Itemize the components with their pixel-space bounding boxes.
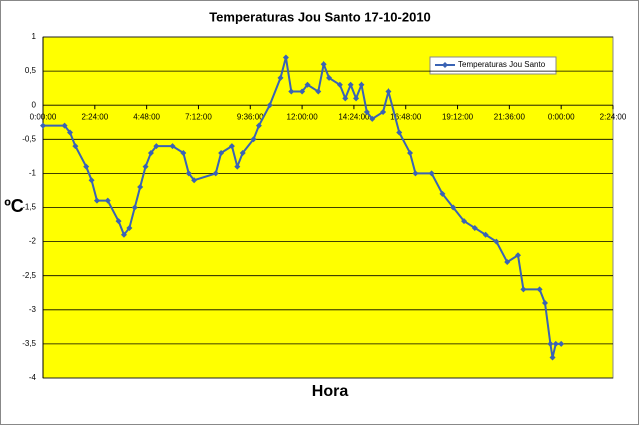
data-point — [120, 231, 127, 238]
x-tick-label: 2:24:00 — [600, 112, 627, 121]
x-tick-label: 14:24:00 — [338, 112, 370, 121]
y-tick-label: -4 — [29, 373, 37, 382]
data-point — [142, 163, 149, 170]
data-point — [547, 340, 554, 347]
data-point — [493, 238, 500, 245]
data-point — [304, 81, 311, 88]
data-point — [250, 136, 257, 143]
x-tick-label: 7:12:00 — [185, 112, 212, 121]
data-point — [115, 218, 122, 225]
y-tick-label: -1 — [29, 169, 37, 178]
data-point — [88, 177, 95, 184]
data-point — [504, 259, 511, 266]
data-point — [320, 61, 327, 68]
data-point — [277, 74, 284, 81]
data-point — [541, 299, 548, 306]
data-point — [185, 170, 192, 177]
data-point — [428, 170, 435, 177]
data-point — [137, 184, 144, 191]
y-tick-label: -2,5 — [22, 271, 36, 280]
data-point — [315, 88, 322, 95]
legend-marker — [442, 62, 448, 68]
data-point — [104, 197, 111, 204]
data-point — [380, 109, 387, 116]
data-point — [558, 340, 565, 347]
data-point — [407, 149, 414, 156]
data-point — [72, 143, 79, 150]
data-point — [266, 102, 273, 109]
data-point — [358, 81, 365, 88]
data-point — [255, 122, 262, 129]
data-point — [239, 149, 246, 156]
data-point — [515, 252, 521, 259]
data-point — [326, 74, 333, 81]
data-point — [450, 204, 457, 211]
y-tick-label: 1 — [32, 32, 37, 41]
data-point — [482, 231, 489, 238]
data-point — [228, 143, 235, 150]
data-point — [180, 149, 187, 156]
data-point — [83, 163, 90, 170]
data-point — [126, 224, 133, 231]
data-point — [549, 354, 556, 361]
data-point — [336, 81, 343, 88]
data-point — [191, 177, 198, 184]
data-point — [153, 143, 160, 150]
data-point — [385, 88, 392, 95]
data-point — [212, 170, 219, 177]
data-point — [471, 224, 478, 231]
data-point — [131, 204, 138, 211]
legend-label: Temperaturas Jou Santo — [458, 60, 546, 69]
y-tick-label: -1,5 — [22, 203, 36, 212]
data-point — [218, 149, 225, 156]
x-tick-label: 21:36:00 — [494, 112, 526, 121]
data-line — [43, 57, 562, 358]
data-point — [147, 149, 154, 156]
x-tick-label: 0:00:00 — [548, 112, 575, 121]
data-point — [536, 286, 543, 293]
data-point — [282, 54, 289, 61]
x-tick-label: 2:24:00 — [81, 112, 108, 121]
data-point — [363, 109, 370, 116]
x-tick-label: 9:36:00 — [237, 112, 264, 121]
x-tick-label: 19:12:00 — [442, 112, 474, 121]
data-point — [520, 286, 527, 293]
y-tick-label: -3,5 — [22, 339, 36, 348]
x-axis-label: Hora — [312, 383, 349, 400]
data-point — [396, 129, 403, 136]
y-tick-label: -3 — [29, 305, 37, 314]
x-tick-label: 16:48:00 — [390, 112, 422, 121]
data-point — [234, 163, 241, 170]
y-tick-label: -0,5 — [22, 134, 36, 143]
chart-title: Temperaturas Jou Santo 17-10-2010 — [209, 9, 431, 24]
y-tick-label: 0,5 — [25, 66, 37, 75]
x-tick-label: 4:48:00 — [133, 112, 160, 121]
y-tick-label: -2 — [29, 237, 37, 246]
data-point — [342, 95, 349, 102]
data-point — [461, 218, 468, 225]
data-point — [288, 88, 295, 95]
x-tick-label: 12:00:00 — [287, 112, 319, 121]
data-point — [353, 95, 360, 102]
data-point — [40, 122, 46, 129]
data-point — [369, 115, 376, 122]
data-point — [61, 122, 68, 129]
data-point — [552, 340, 559, 347]
data-point — [412, 170, 419, 177]
legend — [429, 56, 557, 75]
data-point — [439, 190, 446, 197]
data-point — [93, 197, 100, 204]
data-point — [299, 88, 306, 95]
y-tick-label: 0 — [32, 100, 37, 109]
data-point — [66, 129, 73, 136]
data-point — [169, 143, 176, 150]
y-axis-label: ºC — [4, 196, 24, 216]
data-point — [347, 81, 354, 88]
